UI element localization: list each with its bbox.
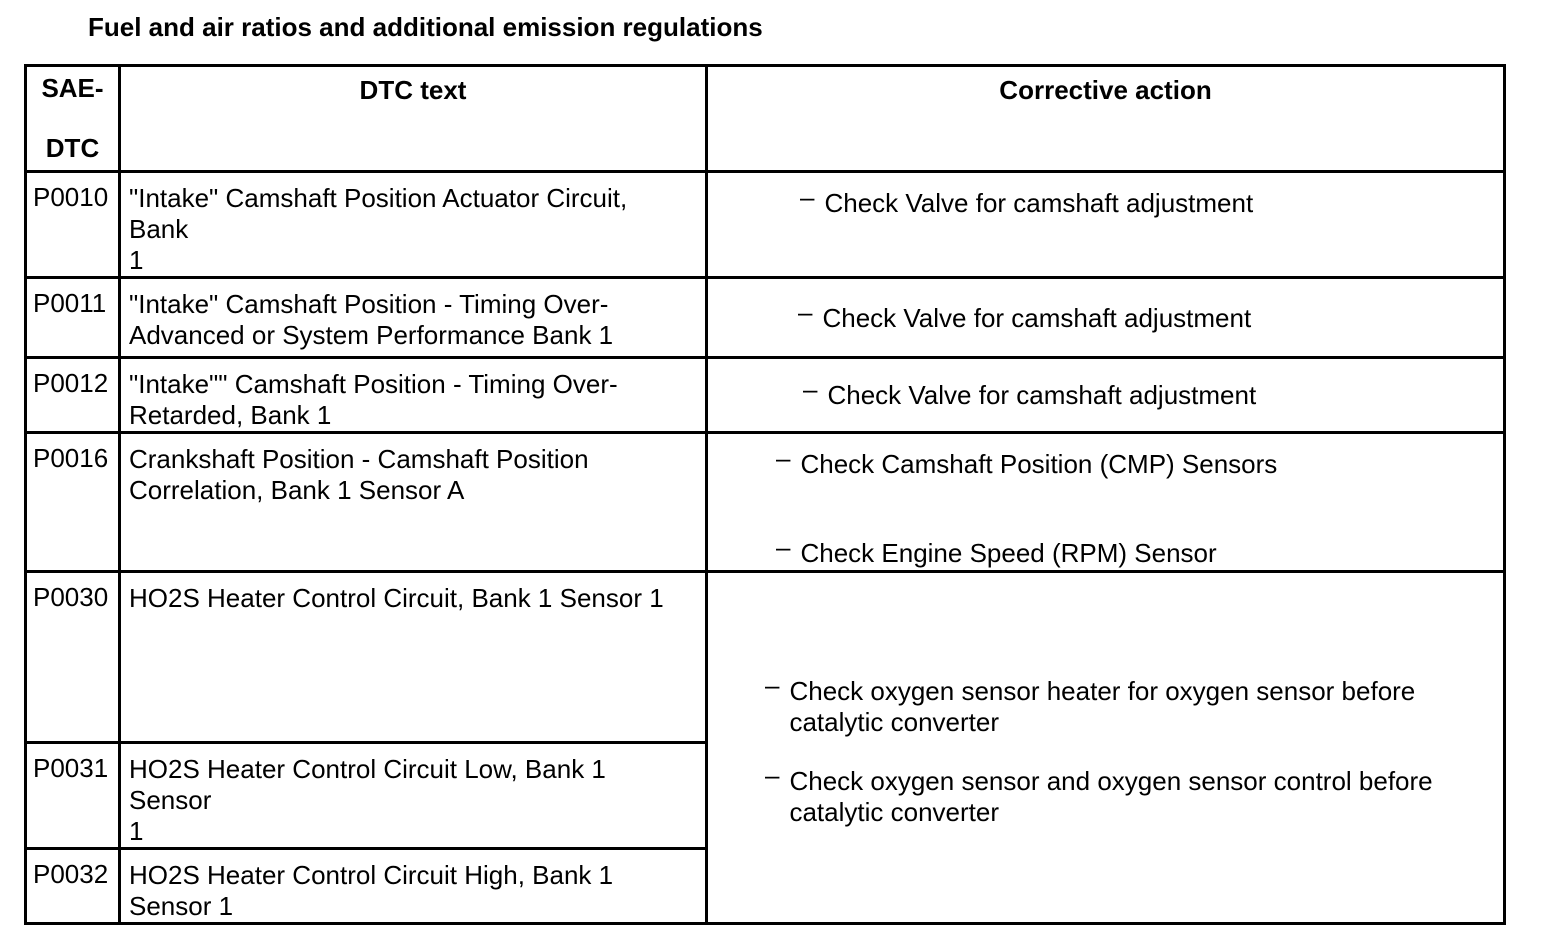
action-item: – Check oxygen sensor heater for oxygen … [765,670,1493,738]
table-row-p0010: P0010 "Intake" Camshaft Position Actuato… [24,170,1506,279]
dtc-code: P0012 [24,356,121,434]
dash-bullet-icon: – [765,759,780,790]
corrective-action-cell: – Check Valve for camshaft adjustment [705,276,1506,359]
corrective-action-cell: – Check Camshaft Position (CMP) Sensors … [705,431,1506,573]
header-sae-dtc-line2: DTC [45,133,100,163]
action-item: – Check Valve for camshaft adjustment [803,374,1493,411]
dtc-text: Crankshaft Position - Camshaft Position … [118,431,708,573]
dtc-code: P0032 [24,847,121,925]
header-dtc-text: DTC text [118,64,708,173]
action-text: Check Valve for camshaft adjustment [827,380,1257,410]
action-text: Check Valve for camshaft adjustment [824,188,1254,218]
dash-bullet-icon: – [776,532,791,562]
action-item: – Check oxygen sensor and oxygen sensor … [765,760,1493,828]
header-corrective-action: Corrective action [705,64,1506,173]
dtc-text: HO2S Heater Control Circuit, Bank 1 Sens… [118,570,708,744]
dtc-text: "Intake" Camshaft Position - Timing Over… [118,276,708,359]
dash-bullet-icon: – [776,443,791,473]
dtc-text: "Intake"" Camshaft Position - Timing Ove… [118,356,708,434]
dtc-code: P0030 [24,570,121,744]
action-text: Check oxygen sensor and oxygen sensor co… [789,765,1433,827]
dtc-code: P0010 [24,170,121,279]
dash-bullet-icon: – [765,669,780,700]
header-sae-dtc: SAE- DTC [24,64,121,173]
action-item: – Check Valve for camshaft adjustment [800,182,1493,219]
action-item: – Check Engine Speed (RPM) Sensor [776,532,1493,569]
table-row-p0030: P0030 HO2S Heater Control Circuit, Bank … [24,570,1506,925]
corrective-action-cell-merged: – Check oxygen sensor heater for oxygen … [705,570,1506,925]
table-header-row: SAE- DTC DTC text Corrective action [24,64,1506,173]
dtc-table: SAE- DTC DTC text Corrective action P001… [24,64,1506,925]
action-text: Check Valve for camshaft adjustment [822,303,1252,333]
dtc-text: "Intake" Camshaft Position Actuator Circ… [118,170,708,279]
action-text: Check Camshaft Position (CMP) Sensors [800,449,1278,479]
dtc-code: P0011 [24,276,121,359]
dash-bullet-icon: – [803,374,818,404]
dtc-code: P0016 [24,431,121,573]
action-text: Check Engine Speed (RPM) Sensor [800,538,1217,568]
dtc-text: HO2S Heater Control Circuit Low, Bank 1 … [118,741,708,850]
dtc-text: HO2S Heater Control Circuit High, Bank 1… [118,847,708,925]
document-title: Fuel and air ratios and additional emiss… [88,12,763,42]
action-text: Check oxygen sensor heater for oxygen se… [789,675,1416,737]
corrective-action-cell: – Check Valve for camshaft adjustment [705,170,1506,279]
action-item: – Check Camshaft Position (CMP) Sensors [776,443,1493,480]
table-row-p0016: P0016 Crankshaft Position - Camshaft Pos… [24,431,1506,573]
dtc-code: P0031 [24,741,121,850]
table-row-p0012: P0012 "Intake"" Camshaft Position - Timi… [24,356,1506,434]
action-item: – Check Valve for camshaft adjustment [798,297,1493,334]
corrective-action-cell: – Check Valve for camshaft adjustment [705,356,1506,434]
dash-bullet-icon: – [798,297,813,327]
dash-bullet-icon: – [800,182,815,212]
header-sae-dtc-line1: SAE- [41,73,104,103]
table-row-p0011: P0011 "Intake" Camshaft Position - Timin… [24,276,1506,359]
table-row-p0031: P0031 HO2S Heater Control Circuit Low, B… [24,741,1505,850]
